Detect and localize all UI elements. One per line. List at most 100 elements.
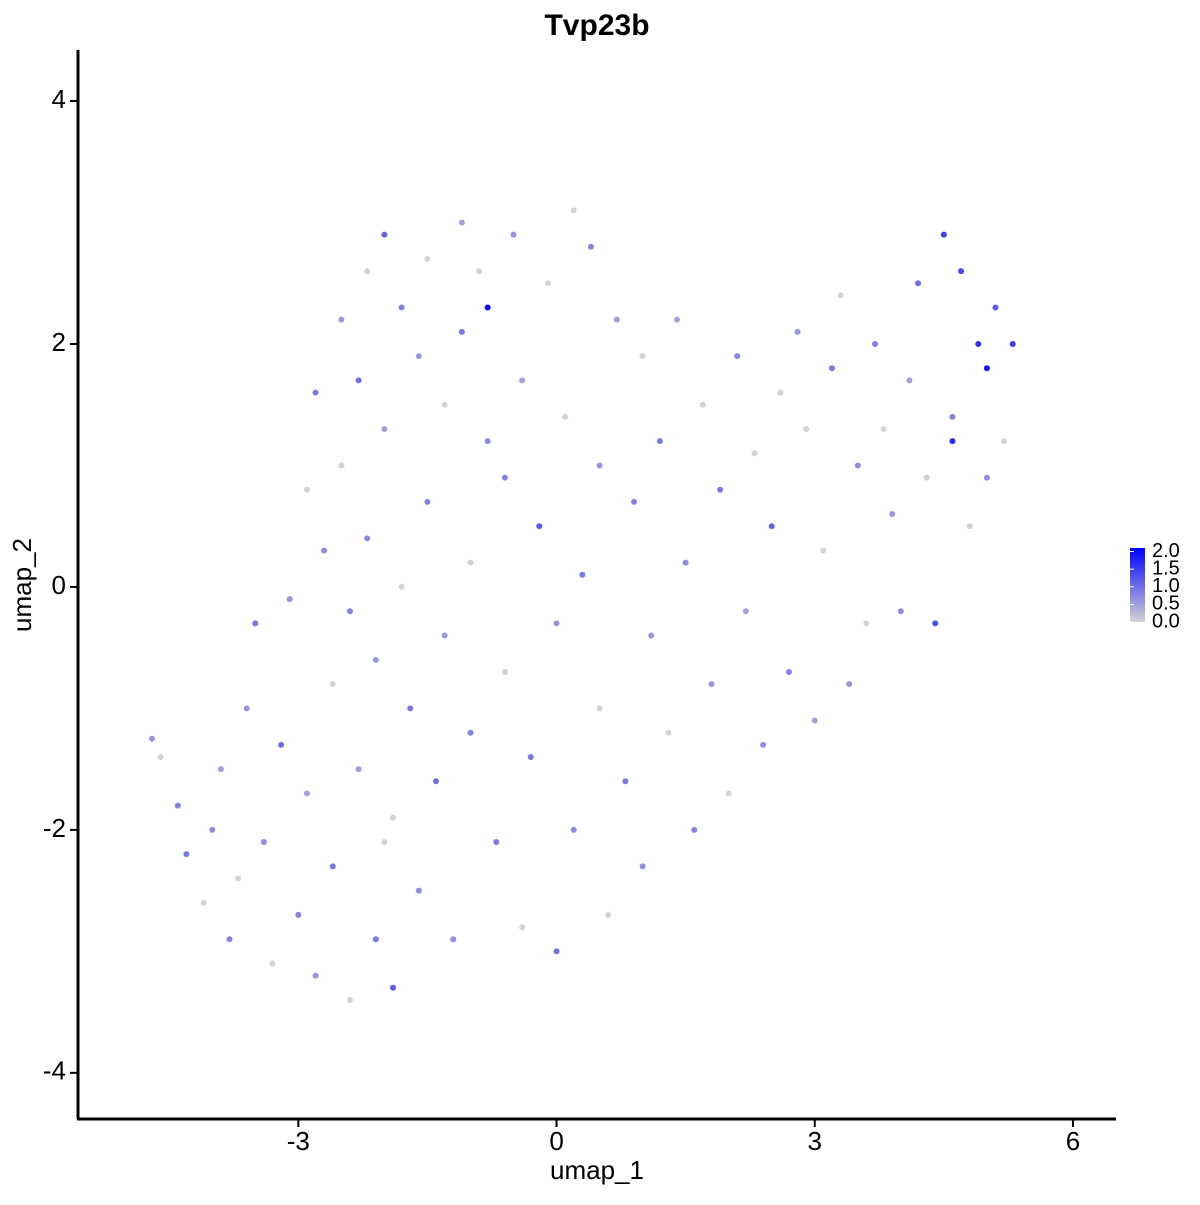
x-tick-label: -3 [287, 1126, 310, 1156]
point [992, 304, 999, 311]
point [1009, 340, 1016, 347]
point [321, 547, 328, 554]
x-tick-label: 0 [549, 1126, 563, 1156]
point [751, 450, 758, 457]
point [381, 839, 388, 846]
point [415, 887, 422, 894]
point [390, 814, 397, 821]
point [983, 365, 990, 372]
point [639, 353, 646, 360]
point [260, 839, 267, 846]
point [381, 231, 388, 238]
point [424, 255, 431, 262]
point [467, 559, 474, 566]
point [880, 426, 887, 433]
point [897, 608, 904, 615]
point [407, 705, 414, 712]
point [312, 972, 319, 979]
point [777, 389, 784, 396]
point [364, 535, 371, 542]
point [519, 377, 526, 384]
point [622, 778, 629, 785]
point [346, 608, 353, 615]
point [596, 705, 603, 712]
point [682, 559, 689, 566]
point [983, 474, 990, 481]
point [458, 219, 465, 226]
point [699, 401, 706, 408]
point [501, 668, 508, 675]
y-tick-label: -2 [43, 813, 66, 843]
point [278, 741, 285, 748]
point [157, 753, 164, 760]
point [949, 413, 956, 420]
point [467, 729, 474, 736]
point [674, 316, 681, 323]
point [441, 632, 448, 639]
point [768, 523, 775, 530]
y-axis-label: umap_2 [7, 538, 37, 632]
colorbar [1130, 548, 1145, 622]
x-axis-label: umap_1 [550, 1155, 644, 1185]
point [717, 486, 724, 493]
point [605, 911, 612, 918]
legend-label: 1.0 [1152, 575, 1180, 597]
point [484, 438, 491, 445]
point [820, 547, 827, 554]
point [295, 911, 302, 918]
point [940, 231, 947, 238]
point [501, 474, 508, 481]
point [785, 668, 792, 675]
point [966, 523, 973, 530]
point [544, 280, 551, 287]
point [209, 826, 216, 833]
point [708, 681, 715, 688]
point [398, 583, 405, 590]
point [691, 826, 698, 833]
point [794, 328, 801, 335]
point [570, 826, 577, 833]
point [372, 936, 379, 943]
x-tick-label: 6 [1066, 1126, 1080, 1156]
point [872, 340, 879, 347]
point [846, 681, 853, 688]
point [613, 316, 620, 323]
point [441, 401, 448, 408]
point [226, 936, 233, 943]
point [329, 681, 336, 688]
point [665, 729, 672, 736]
point [648, 632, 655, 639]
point [355, 377, 362, 384]
point [286, 596, 293, 603]
point [200, 899, 207, 906]
point [949, 438, 956, 445]
y-tick-label: 2 [52, 327, 66, 357]
point [631, 498, 638, 505]
point [303, 486, 310, 493]
point [338, 462, 345, 469]
point [372, 656, 379, 663]
legend-label: 1.5 [1152, 557, 1180, 579]
point [269, 960, 276, 967]
point [562, 413, 569, 420]
point [527, 753, 534, 760]
point [355, 766, 362, 773]
point [398, 304, 405, 311]
point [536, 523, 543, 530]
x-tick-label: 3 [808, 1126, 822, 1156]
point [656, 438, 663, 445]
point [476, 268, 483, 275]
point [424, 498, 431, 505]
point [828, 365, 835, 372]
point [915, 280, 922, 287]
point [734, 353, 741, 360]
point [975, 340, 982, 347]
point [346, 996, 353, 1003]
point [760, 741, 767, 748]
point [252, 620, 259, 627]
point [837, 292, 844, 299]
point [863, 620, 870, 627]
y-tick-label: 0 [52, 570, 66, 600]
point [725, 790, 732, 797]
